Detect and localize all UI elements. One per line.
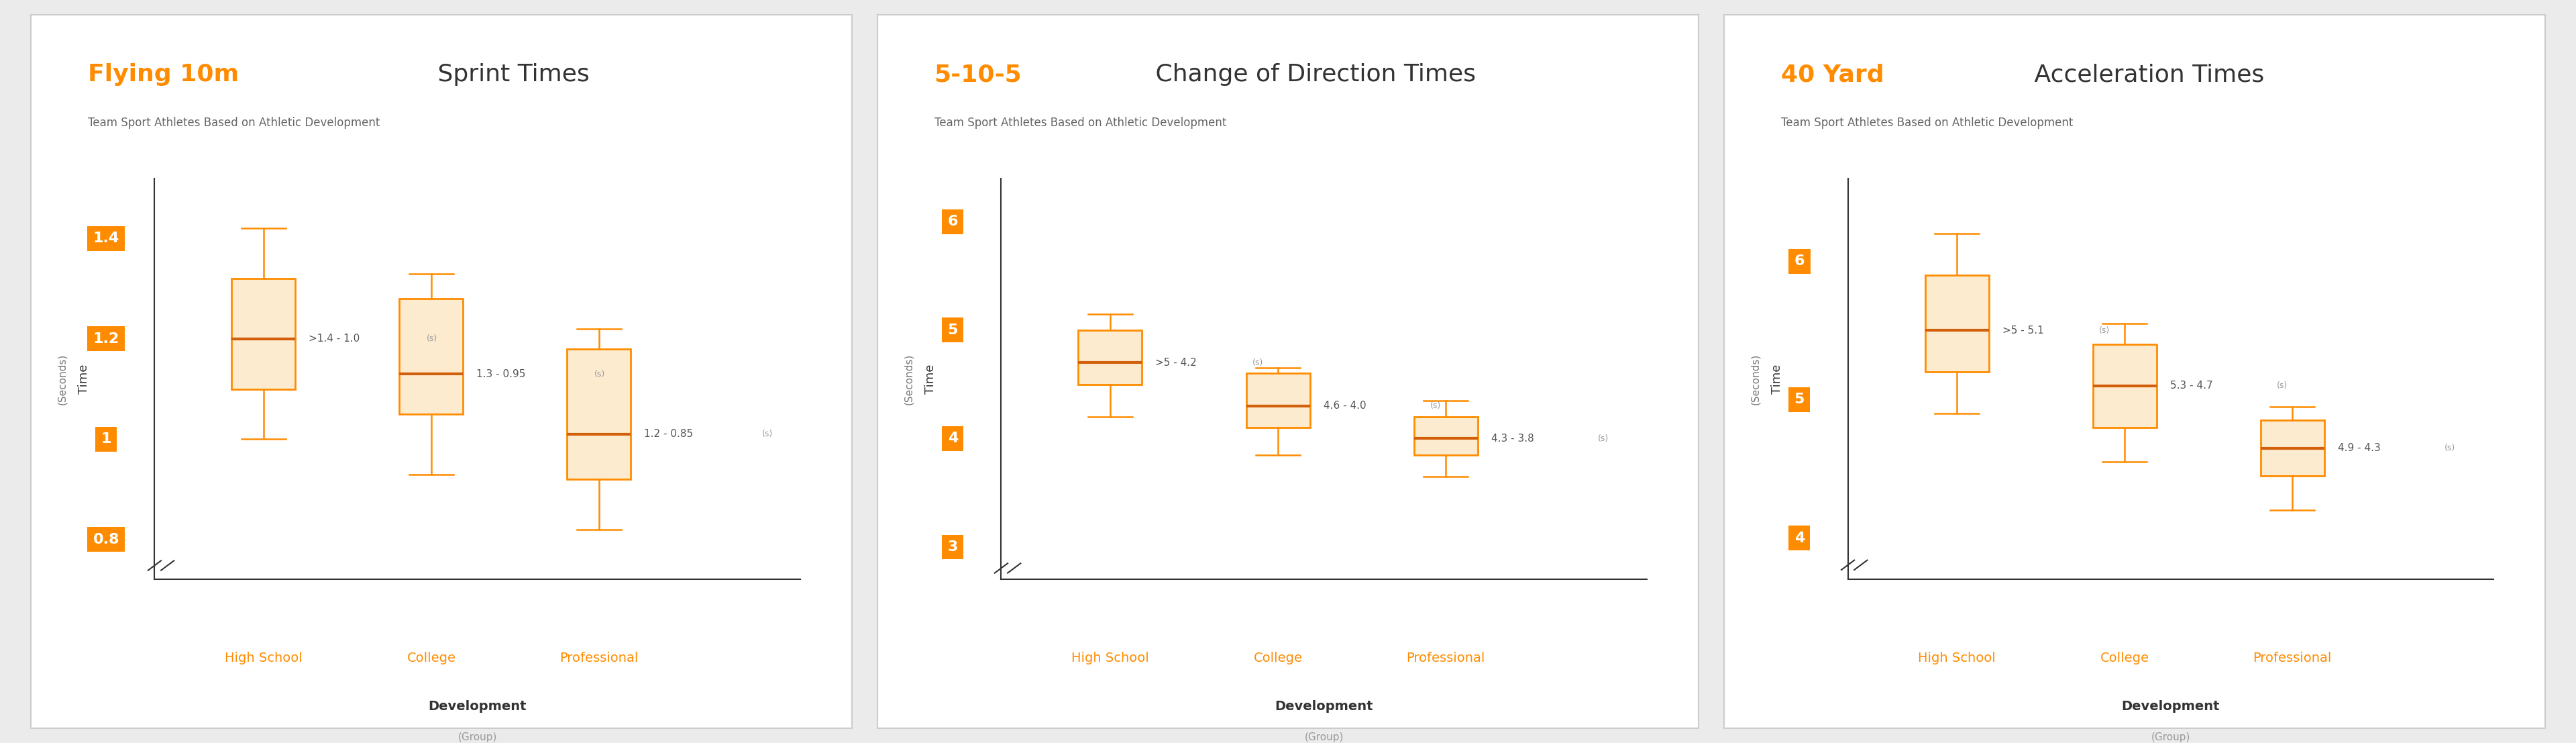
Text: Development: Development (2123, 700, 2221, 713)
Text: Team Sport Athletes Based on Athletic Development: Team Sport Athletes Based on Athletic De… (1780, 117, 2074, 129)
Bar (567, 349, 631, 479)
Bar (399, 299, 464, 414)
Text: Time: Time (77, 364, 90, 394)
Bar (1079, 330, 1141, 384)
Text: Change of Direction Times: Change of Direction Times (1149, 63, 1476, 86)
Text: High School: High School (1919, 652, 1996, 664)
Text: Team Sport Athletes Based on Athletic Development: Team Sport Athletes Based on Athletic De… (88, 117, 379, 129)
Text: 5: 5 (948, 323, 958, 337)
Text: (s): (s) (1252, 358, 1262, 367)
Text: Development: Development (1275, 700, 1373, 713)
Text: 4: 4 (948, 432, 958, 445)
Text: (s): (s) (762, 429, 773, 438)
Text: Flying 10m: Flying 10m (88, 63, 240, 86)
Text: 5: 5 (1795, 393, 1806, 406)
Text: (s): (s) (425, 334, 438, 343)
Text: 6: 6 (948, 215, 958, 228)
Text: >1.4 - 1.0: >1.4 - 1.0 (309, 334, 361, 344)
Text: 5-10-5: 5-10-5 (935, 63, 1023, 86)
Text: High School: High School (224, 652, 301, 664)
Text: (Group): (Group) (2151, 732, 2190, 742)
Text: Professional: Professional (2254, 652, 2331, 664)
Text: 4.3 - 3.8: 4.3 - 3.8 (1492, 433, 1533, 444)
Text: Time: Time (1772, 364, 1783, 394)
Text: 1.3 - 0.95: 1.3 - 0.95 (477, 369, 526, 379)
Text: (Seconds): (Seconds) (57, 354, 67, 404)
Text: (s): (s) (1597, 434, 1610, 443)
Text: >5 - 4.2: >5 - 4.2 (1157, 357, 1198, 368)
Text: 1.4: 1.4 (93, 232, 118, 245)
Text: (Seconds): (Seconds) (1752, 354, 1759, 404)
Text: (Group): (Group) (459, 732, 497, 742)
Text: 1: 1 (100, 432, 111, 446)
Text: Development: Development (428, 700, 526, 713)
Text: 4.6 - 4.0: 4.6 - 4.0 (1324, 401, 1365, 411)
Text: Professional: Professional (1406, 652, 1484, 664)
Text: Acceleration Times: Acceleration Times (2027, 63, 2264, 86)
Text: 6: 6 (1795, 255, 1806, 268)
Text: (Group): (Group) (1303, 732, 1345, 742)
Text: (s): (s) (1430, 402, 1440, 410)
Text: Team Sport Athletes Based on Athletic Development: Team Sport Athletes Based on Athletic De… (935, 117, 1226, 129)
Text: College: College (407, 652, 456, 664)
Text: >5 - 5.1: >5 - 5.1 (2002, 325, 2043, 336)
Text: (s): (s) (595, 369, 605, 378)
Text: College: College (2099, 652, 2148, 664)
Text: High School: High School (1072, 652, 1149, 664)
Text: 4: 4 (1795, 531, 1806, 545)
Text: 1.2 - 0.85: 1.2 - 0.85 (644, 429, 693, 439)
Bar (1924, 275, 1989, 372)
Text: 3: 3 (948, 540, 958, 554)
Text: 40 Yard: 40 Yard (1780, 63, 1883, 86)
Text: Professional: Professional (559, 652, 639, 664)
Text: (s): (s) (2277, 381, 2287, 390)
Bar (2092, 344, 2156, 427)
Text: (s): (s) (2099, 326, 2110, 335)
Text: Sprint Times: Sprint Times (430, 63, 590, 86)
Text: Time: Time (925, 364, 938, 394)
Text: 1.2: 1.2 (93, 332, 118, 345)
Bar (1414, 417, 1479, 455)
Text: 0.8: 0.8 (93, 533, 118, 546)
Bar (2259, 421, 2324, 476)
Bar (232, 279, 296, 389)
Text: 5.3 - 4.7: 5.3 - 4.7 (2169, 381, 2213, 391)
Bar (1247, 374, 1309, 428)
Text: (Seconds): (Seconds) (904, 354, 914, 404)
Text: College: College (1255, 652, 1303, 664)
Text: 4.9 - 4.3: 4.9 - 4.3 (2336, 443, 2380, 453)
Text: (s): (s) (2445, 444, 2455, 452)
